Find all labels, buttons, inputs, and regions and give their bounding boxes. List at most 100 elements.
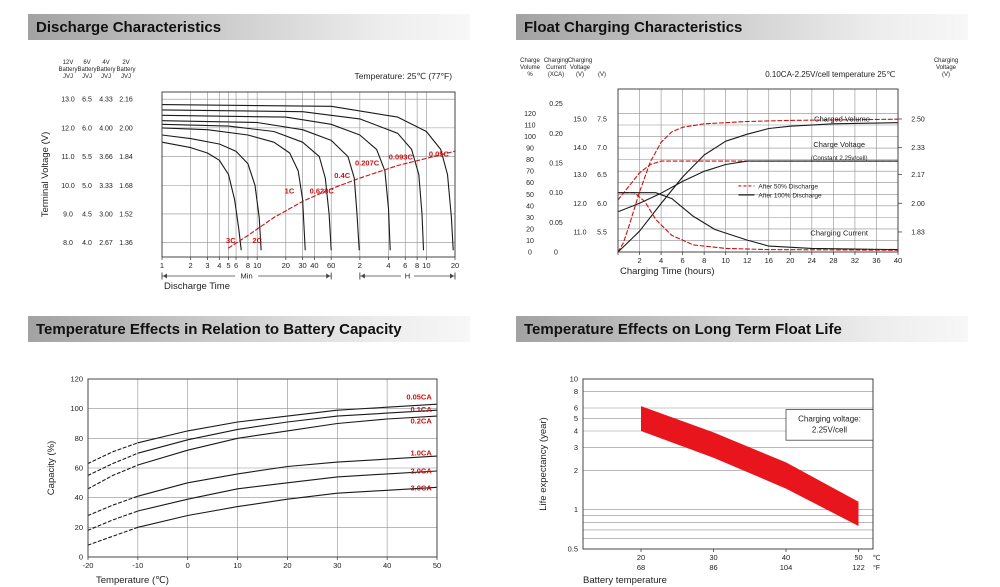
svg-text:2.25V/cell: 2.25V/cell — [812, 426, 847, 435]
svg-text:60: 60 — [526, 180, 534, 187]
svg-text:122: 122 — [852, 563, 865, 572]
svg-text:2.50: 2.50 — [911, 116, 925, 123]
svg-text:5: 5 — [226, 261, 230, 270]
svg-text:11.0: 11.0 — [61, 154, 74, 161]
svg-text:90: 90 — [526, 146, 534, 153]
svg-text:2: 2 — [358, 261, 362, 270]
svg-text:50: 50 — [433, 561, 441, 570]
svg-text:30: 30 — [333, 561, 341, 570]
svg-text:7.0: 7.0 — [597, 145, 607, 152]
svg-text:5: 5 — [574, 414, 578, 423]
svg-text:0.05CA: 0.05CA — [406, 392, 432, 401]
svg-text:JVJ: JVJ — [101, 74, 111, 80]
svg-text:-20: -20 — [83, 561, 94, 570]
svg-text:8: 8 — [415, 261, 419, 270]
svg-text:20: 20 — [526, 226, 534, 233]
svg-text:Battery: Battery — [96, 67, 115, 73]
svg-text:%: % — [527, 72, 533, 78]
svg-text:1.36: 1.36 — [119, 240, 133, 247]
svg-text:12.0: 12.0 — [61, 125, 75, 132]
svg-text:Temperature (℃): Temperature (℃) — [96, 575, 169, 586]
svg-text:4: 4 — [574, 426, 578, 435]
svg-text:50: 50 — [854, 553, 862, 562]
svg-text:3.00: 3.00 — [99, 211, 113, 218]
svg-text:30: 30 — [709, 553, 717, 562]
svg-text:20: 20 — [282, 261, 290, 270]
panel-header: Temperature Effects in Relation to Batte… — [28, 316, 470, 342]
svg-text:1.84: 1.84 — [119, 154, 133, 161]
panel-header: Float Charging Characteristics — [516, 14, 968, 40]
panel-temperature-capacity: Temperature Effects in Relation to Batte… — [28, 316, 470, 587]
svg-text:2.00: 2.00 — [911, 201, 925, 208]
svg-text:0.25: 0.25 — [549, 101, 563, 108]
svg-text:0.10CA-2.25V/cell temperature: 0.10CA-2.25V/cell temperature 25℃ — [765, 70, 895, 79]
svg-text:0.20: 0.20 — [549, 131, 563, 138]
svg-text:6.5: 6.5 — [82, 97, 92, 104]
svg-text:6: 6 — [681, 256, 685, 265]
float-life-chart: 206830864010450122℃°F1086543210.5Chargin… — [538, 375, 881, 587]
svg-text:Battery: Battery — [58, 67, 77, 73]
svg-text:1: 1 — [160, 261, 164, 270]
svg-text:40: 40 — [383, 561, 391, 570]
svg-text:10: 10 — [233, 561, 241, 570]
svg-text:2: 2 — [574, 466, 578, 475]
svg-text:0.5: 0.5 — [568, 545, 578, 554]
svg-text:Charging Time (hours): Charging Time (hours) — [620, 266, 715, 277]
panel-title: Float Charging Characteristics — [524, 18, 743, 36]
svg-text:100: 100 — [70, 404, 83, 413]
svg-text:120: 120 — [70, 375, 83, 384]
svg-text:6.0: 6.0 — [597, 201, 607, 208]
svg-text:12: 12 — [743, 256, 751, 265]
svg-text:40: 40 — [310, 261, 318, 270]
svg-text:110: 110 — [524, 122, 535, 129]
panel-discharge-characteristics: Discharge Characteristics 1 2 3 4 5 6 8 10 20 30 4… — [28, 14, 483, 295]
svg-text:100: 100 — [524, 134, 536, 141]
svg-text:4: 4 — [386, 261, 390, 270]
svg-text:4.00: 4.00 — [99, 125, 113, 132]
svg-text:Charged Volume: Charged Volume — [814, 115, 870, 124]
svg-text:0.15: 0.15 — [549, 161, 563, 168]
svg-text:(V): (V) — [942, 72, 950, 78]
svg-text:1: 1 — [574, 505, 578, 514]
svg-text:0: 0 — [79, 553, 83, 562]
svg-text:10: 10 — [526, 238, 534, 245]
svg-text:2.0CA: 2.0CA — [410, 466, 432, 475]
svg-text:14.0: 14.0 — [573, 145, 587, 152]
svg-text:30: 30 — [526, 215, 534, 222]
svg-text:Volume: Volume — [520, 65, 541, 71]
svg-text:32: 32 — [851, 256, 859, 265]
svg-text:(V): (V) — [576, 72, 584, 78]
svg-text:24: 24 — [808, 256, 816, 265]
svg-text:JVJ: JVJ — [63, 74, 73, 80]
svg-text:20: 20 — [283, 561, 291, 570]
svg-text:30: 30 — [298, 261, 306, 270]
svg-text:50: 50 — [526, 192, 534, 199]
discharge-characteristics-chart: 1 2 3 4 5 6 8 10 20 30 40 60 2 4 6 8 10 2012VBatteryJVJ13… — [40, 60, 459, 292]
svg-text:15.0: 15.0 — [573, 116, 587, 123]
svg-text:86: 86 — [709, 563, 717, 572]
svg-text:(Constant 2.25v/cell): (Constant 2.25v/cell) — [811, 155, 868, 162]
svg-text:2: 2 — [637, 256, 641, 265]
svg-text:12.0: 12.0 — [573, 201, 587, 208]
svg-text:4.5: 4.5 — [82, 211, 92, 218]
svg-text:104: 104 — [780, 563, 793, 572]
svg-text:7.5: 7.5 — [597, 116, 607, 123]
panel-header: Temperature Effects on Long Term Float L… — [516, 316, 968, 342]
svg-text:Charging: Charging — [568, 58, 592, 64]
svg-text:2.33: 2.33 — [911, 145, 925, 152]
svg-text:2.67: 2.67 — [99, 240, 113, 247]
svg-text:Min: Min — [241, 272, 253, 281]
panel-float-life: Temperature Effects on Long Term Float L… — [516, 316, 968, 587]
svg-text:4V: 4V — [102, 60, 109, 66]
svg-text:Charging: Charging — [934, 58, 958, 64]
svg-text:4.33: 4.33 — [99, 97, 113, 104]
svg-text:3.33: 3.33 — [99, 183, 113, 190]
svg-text:Battery: Battery — [77, 67, 96, 73]
svg-text:Charging voltage:: Charging voltage: — [798, 415, 861, 424]
svg-text:After 50% Discharge: After 50% Discharge — [758, 183, 818, 190]
svg-text:0.4C: 0.4C — [334, 171, 350, 180]
svg-text:4.0: 4.0 — [82, 240, 92, 247]
svg-text:10.0: 10.0 — [61, 183, 75, 190]
svg-text:60: 60 — [327, 261, 335, 270]
